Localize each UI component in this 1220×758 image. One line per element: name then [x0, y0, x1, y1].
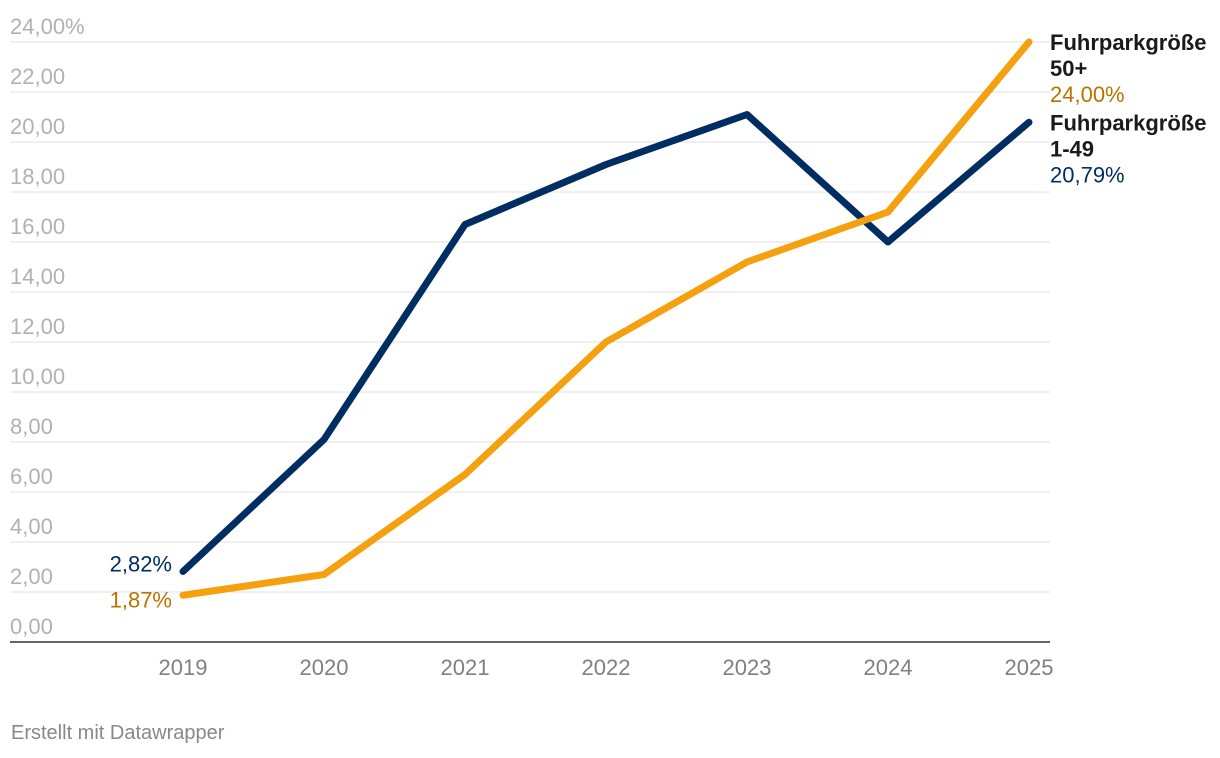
x-axis-ticks: 2019 2020 2021 2022 2023 2024 2025: [159, 655, 1054, 680]
y-tick-label: 12,00: [10, 314, 65, 339]
y-tick-label: 22,00: [10, 64, 65, 89]
x-tick-label: 2022: [582, 655, 631, 680]
y-tick-label: 14,00: [10, 264, 65, 289]
series-line-0: [179, 111, 1033, 575]
y-tick-label: 4,00: [10, 514, 53, 539]
y-axis-ticks: 0,00 2,00 4,00 6,00 8,00 10,00 12,00 14,00 16,00…: [10, 14, 85, 639]
end-value-label: 24,00%: [1050, 82, 1125, 107]
x-tick-label: 2023: [723, 655, 772, 680]
start-value-label: 1,87%: [110, 587, 172, 612]
y-tick-label: 10,00: [10, 364, 65, 389]
y-tick-label: 0,00: [10, 614, 53, 639]
y-tick-label: 16,00: [10, 214, 65, 239]
start-value-label: 2,82%: [110, 552, 172, 577]
x-tick-label: 2019: [159, 655, 208, 680]
y-tick-label: 24,00%: [10, 14, 85, 39]
end-value-label: 20,79%: [1050, 162, 1125, 187]
series-line-1: [179, 38, 1033, 599]
series-name-label: 50+: [1050, 56, 1087, 81]
y-tick-label: 20,00: [10, 114, 65, 139]
gridlines: [10, 41, 1050, 593]
x-tick-label: 2025: [1005, 655, 1054, 680]
x-tick-label: 2020: [300, 655, 349, 680]
y-tick-label: 8,00: [10, 414, 53, 439]
series-lines: [179, 38, 1033, 599]
x-tick-label: 2021: [441, 655, 490, 680]
series-labels: 2,82%1,87%Fuhrparkgröße50+24,00%Fuhrpark…: [110, 30, 1207, 612]
y-tick-label: 2,00: [10, 564, 53, 589]
series-name-label: Fuhrparkgröße: [1050, 110, 1206, 135]
x-tick-label: 2024: [864, 655, 913, 680]
series-name-label: 1-49: [1050, 136, 1094, 161]
y-tick-label: 18,00: [10, 164, 65, 189]
y-tick-label: 6,00: [10, 464, 53, 489]
series-name-label: Fuhrparkgröße: [1050, 30, 1206, 55]
footer-credit: Erstellt mit Datawrapper: [11, 722, 225, 744]
